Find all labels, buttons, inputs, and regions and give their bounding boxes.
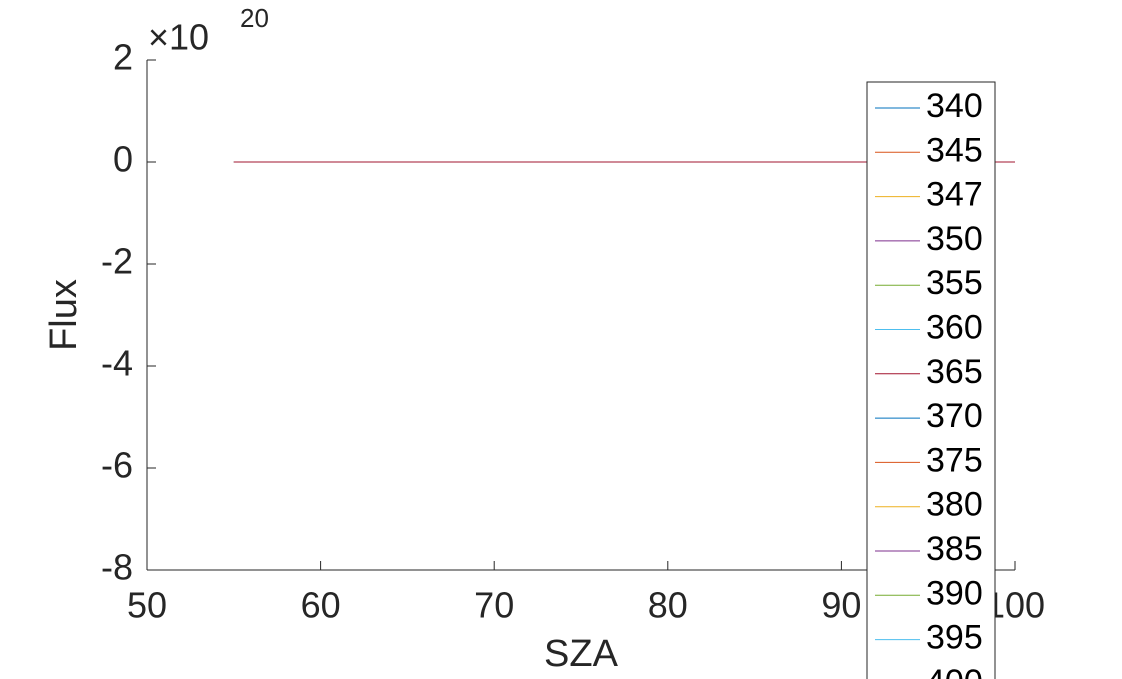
x-axis-label: SZA [544, 633, 619, 675]
legend-label: 385 [926, 530, 983, 568]
legend-label: 345 [926, 131, 983, 169]
legend-label: 400 [926, 663, 983, 679]
x-tick-label: 90 [821, 585, 861, 626]
legend-box [866, 81, 996, 679]
legend-label: 355 [926, 264, 983, 302]
x-tick-label: 50 [127, 585, 167, 626]
legend-label: 370 [926, 397, 983, 435]
y-multiplier-exponent: 20 [240, 3, 269, 33]
legend-label: 347 [926, 176, 983, 214]
y-axis-label: Flux [43, 279, 85, 351]
legend-label: 340 [926, 87, 983, 125]
y-tick-label: -2 [101, 241, 133, 282]
legend-label: 360 [926, 308, 983, 346]
y-tick-label: -8 [101, 547, 133, 588]
legend: 340 345 347 350 355 360 365 370 375 380 385 390 395 4… [866, 81, 996, 679]
legend-label: 375 [926, 441, 983, 479]
legend-label: 350 [926, 220, 983, 258]
y-tick-label: -4 [101, 343, 133, 384]
x-tick-label: 80 [648, 585, 688, 626]
legend-label: 380 [926, 486, 983, 524]
legend-label: 395 [926, 619, 983, 657]
x-tick-label: 60 [301, 585, 341, 626]
legend-label: 390 [926, 574, 983, 612]
y-tick-label: 0 [113, 139, 133, 180]
y-tick-label: 2 [113, 37, 133, 78]
x-tick-label: 70 [474, 585, 514, 626]
y-multiplier: ×10 [148, 17, 209, 58]
y-tick-label: -6 [101, 445, 133, 486]
legend-label: 365 [926, 353, 983, 391]
